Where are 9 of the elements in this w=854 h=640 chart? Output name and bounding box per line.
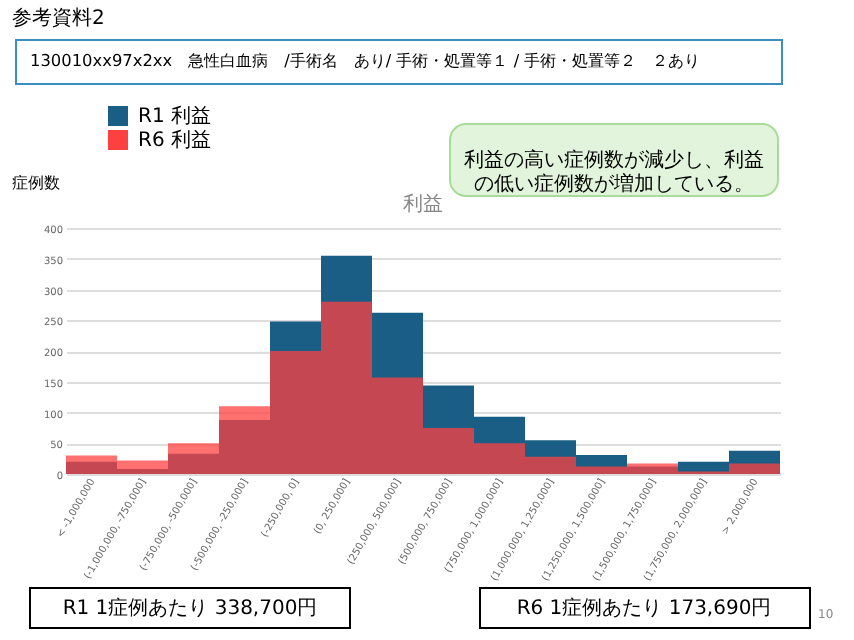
text: R1 1症例あたり 338,700円 [62,596,318,620]
text: 参考資料2 [12,6,105,30]
legend-label: R1 利益 [138,104,211,128]
text: 利益の高い症例数が減少し、利益の低い症例数が増加している。 [464,148,764,196]
text: 130010xx97x2xx 急性白血病 /手術名 あり/ 手術・処置等１ / 手術・処置等２ ２あり [30,50,701,70]
chart-title: 利益 [403,192,443,216]
y-axis-title: 症例数 [12,174,60,192]
text: R6 1症例あたり 173,690円 [516,596,772,620]
legend-label: R6 利益 [138,128,211,152]
